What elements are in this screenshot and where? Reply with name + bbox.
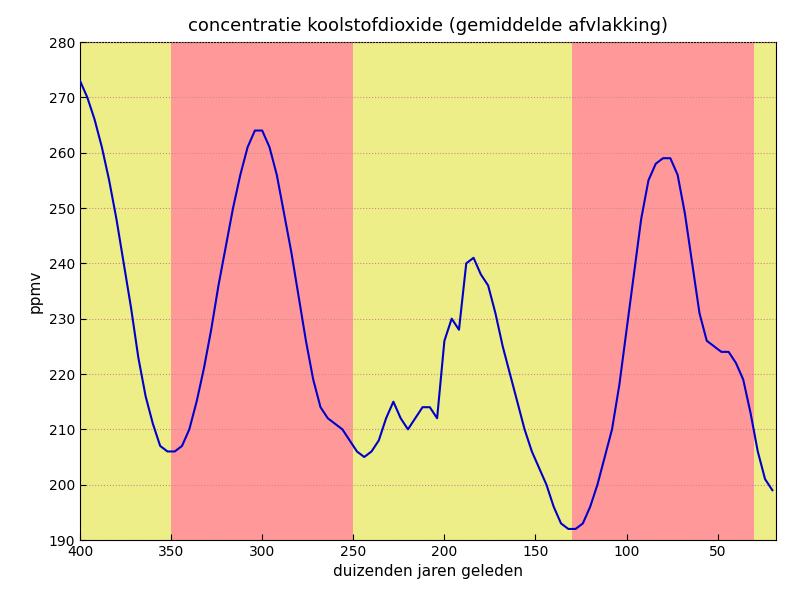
Bar bbox=[354, 42, 572, 540]
Bar bbox=[80, 42, 171, 540]
Title: concentratie koolstofdioxide (gemiddelde afvlakking): concentratie koolstofdioxide (gemiddelde… bbox=[188, 17, 668, 35]
X-axis label: duizenden jaren geleden: duizenden jaren geleden bbox=[333, 565, 523, 580]
Bar bbox=[754, 42, 776, 540]
Bar bbox=[572, 42, 776, 540]
Bar bbox=[171, 42, 354, 540]
Y-axis label: ppmv: ppmv bbox=[28, 269, 43, 313]
